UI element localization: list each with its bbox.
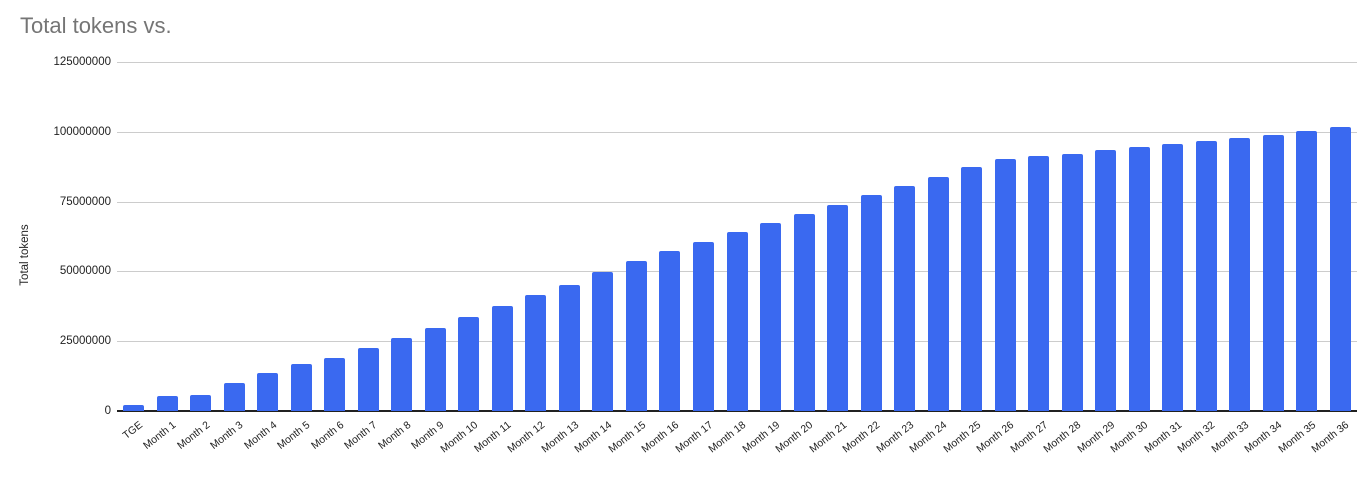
bar-month-9	[424, 328, 446, 411]
bar-month-15	[625, 261, 647, 411]
bar-month-17	[692, 242, 714, 411]
x-tick-label-month-1: Month 1	[141, 419, 179, 452]
bar-month-26	[994, 159, 1016, 411]
bar-month-27	[1028, 156, 1050, 411]
bar-month-12	[525, 295, 547, 411]
gridline-100000000	[117, 131, 1357, 133]
x-tick-label-month-7: Month 7	[342, 419, 380, 452]
y-tick-label-0: 0	[104, 405, 111, 417]
bar-month-29	[1095, 150, 1117, 411]
bar-month-30	[1128, 147, 1150, 411]
bar-month-3	[223, 383, 245, 411]
bar-month-21	[827, 205, 849, 411]
bar-month-7	[357, 348, 379, 411]
chart-title: Total tokens vs.	[20, 13, 172, 38]
bar-month-32	[1195, 141, 1217, 411]
bar-month-25	[961, 167, 983, 411]
bar-month-36	[1329, 127, 1351, 411]
x-tick-label-month-8: Month 8	[375, 419, 414, 452]
x-tick-label-month-12: Month 12	[505, 419, 548, 456]
x-axis-line	[117, 410, 1357, 412]
x-tick-label-month-4: Month 4	[241, 419, 280, 452]
bar-month-18	[726, 232, 748, 411]
x-tick-label-month-3: Month 3	[208, 419, 246, 452]
y-tick-label-50000000: 50000000	[59, 265, 111, 278]
y-tick-label-25000000: 25000000	[59, 335, 111, 348]
bar-month-23	[894, 186, 916, 411]
bar-month-11	[491, 306, 513, 411]
bar-month-31	[1162, 144, 1184, 411]
bar-month-22	[860, 195, 882, 411]
gridline-75000000	[117, 201, 1357, 203]
bar-month-10	[458, 317, 480, 411]
x-tick-label-month-10: Month 10	[438, 419, 481, 456]
bar-month-16	[659, 251, 681, 411]
y-tick-label-125000000: 125000000	[53, 56, 111, 68]
y-tick-label-75000000: 75000000	[59, 195, 111, 208]
bar-month-24	[927, 177, 949, 411]
bar-month-4	[257, 373, 279, 411]
bar-month-14	[592, 272, 614, 411]
bar-month-6	[324, 358, 346, 411]
bar-month-2	[190, 395, 212, 411]
gridline-125000000	[117, 62, 1357, 63]
x-tick-label-month-5: Month 5	[275, 419, 313, 452]
x-tick-label-month-2: Month 2	[174, 419, 213, 452]
bar-tge	[123, 405, 145, 411]
bar-month-1	[156, 396, 178, 411]
bar-month-33	[1229, 138, 1251, 411]
x-tick-label-month-6: Month 6	[308, 419, 347, 452]
bar-month-8	[391, 338, 413, 411]
bar-month-13	[558, 285, 580, 411]
x-tick-label-tge: TGE	[120, 419, 146, 442]
y-tick-label-100000000: 100000000	[53, 125, 111, 138]
bar-month-20	[793, 214, 815, 411]
bar-month-28	[1061, 154, 1083, 411]
bar-month-5	[290, 364, 312, 411]
bar-month-19	[760, 223, 781, 411]
bar-month-35	[1296, 131, 1318, 411]
bar-month-34	[1262, 135, 1284, 411]
